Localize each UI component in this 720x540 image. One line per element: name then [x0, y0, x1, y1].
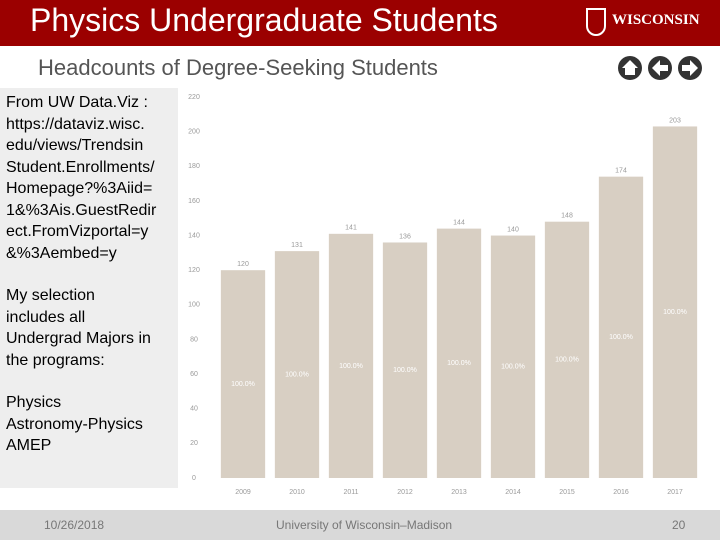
bar — [544, 221, 590, 478]
source-block: From UW Data.Viz : https://dataviz.wisc. e… — [6, 92, 178, 264]
percent-label: 100.0% — [663, 309, 687, 316]
logo: WISCONSIN — [588, 12, 700, 29]
crest — [586, 8, 606, 36]
selection-text: includes all — [6, 308, 86, 326]
x-tick-label: 2014 — [505, 489, 521, 496]
value-label: 140 — [507, 226, 519, 233]
bar — [274, 251, 320, 478]
value-label: 131 — [291, 242, 303, 249]
selection-text: Undergrad Majors in — [6, 330, 151, 347]
chart: 0 20 40 60 80 100 120 140 160 180 200 220 2009 120 100… — [188, 94, 698, 496]
program: Physics — [6, 394, 62, 411]
forward-button[interactable] — [678, 56, 702, 80]
y-tick-label: 80 — [190, 336, 198, 343]
source-url: Homepage?%3Aiid= — [6, 180, 153, 197]
x-tick-label: 2010 — [289, 489, 305, 496]
x-tick-label: 2016 — [613, 489, 629, 496]
page-number: 20 — [672, 518, 686, 532]
percent-label: 100.0% — [339, 363, 363, 370]
y-tick-label: 0 — [192, 475, 196, 482]
source-label: From UW Data.Viz : — [6, 94, 148, 111]
selection-block: My selection includes all Undergrad Majors… — [6, 285, 178, 371]
source-url: &%3Aembed=y — [6, 244, 117, 262]
bar — [328, 233, 374, 478]
percent-label: 100.0% — [447, 360, 471, 367]
value-label: 136 — [399, 233, 411, 240]
organization: University of Wisconsin–Madison — [276, 518, 453, 532]
footer: 10/26/2018 University of Wisconsin–Madis… — [0, 510, 720, 540]
bar — [220, 270, 266, 478]
source-url: ect.FromVizportal=y — [6, 223, 149, 240]
date: 10/26/2018 — [44, 518, 105, 532]
source-url: edu/views/Trendsin — [6, 137, 144, 154]
value-label: 144 — [453, 219, 465, 226]
percent-label: 100.0% — [393, 367, 417, 374]
title: Physics Undergraduate Students — [30, 2, 498, 38]
source-url: https://dataviz.wisc. — [6, 115, 145, 133]
y-tick-label: 120 — [188, 267, 200, 274]
y-tick-label: 20 — [190, 440, 198, 447]
source-url: Student.Enrollments/ — [6, 158, 155, 176]
subtitle: Headcounts of Degree-Seeking Students — [38, 55, 438, 80]
x-tick-label: 2015 — [559, 489, 575, 496]
percent-label: 100.0% — [231, 381, 255, 388]
y-tick-label: 100 — [188, 302, 200, 309]
source-url: 1&%3Ais.GuestRedir — [6, 201, 157, 219]
value-label: 148 — [561, 213, 573, 220]
percent-label: 100.0% — [609, 334, 633, 341]
bar — [490, 235, 536, 478]
back-button[interactable] — [648, 56, 672, 80]
logo-text: WISCONSIN — [612, 12, 700, 28]
program: Astronomy-Physics — [6, 415, 143, 433]
x-tick-label: 2009 — [235, 489, 251, 496]
percent-label: 100.0% — [285, 371, 309, 378]
nav-icons — [618, 56, 702, 80]
value-label: 141 — [345, 225, 357, 232]
bar — [436, 228, 482, 478]
percent-label: 100.0% — [501, 364, 525, 371]
x-tick-label: 2013 — [451, 489, 467, 496]
value-label: 120 — [237, 261, 249, 268]
bar — [652, 126, 698, 478]
title-bar: Physics Undergraduate Students WISCONSIN — [0, 0, 720, 46]
value-label: 174 — [615, 168, 627, 175]
program: AMEP — [6, 437, 52, 454]
y-tick-label: 40 — [190, 406, 198, 413]
y-tick-label: 160 — [188, 198, 200, 205]
percent-label: 100.0% — [555, 357, 579, 364]
selection-text: My selection — [6, 287, 95, 304]
x-tick-label: 2012 — [397, 489, 413, 496]
value-label: 203 — [669, 117, 681, 124]
programs-block: Physics Astronomy-Physics AMEP — [6, 392, 178, 457]
sidebar: From UW Data.Viz : https://dataviz.wisc. e… — [0, 88, 178, 488]
y-tick-label: 200 — [188, 128, 200, 135]
y-tick-label: 60 — [190, 371, 198, 378]
home-button[interactable] — [618, 56, 642, 80]
y-tick-label: 180 — [188, 163, 200, 170]
y-tick-label: 220 — [188, 94, 200, 101]
selection-text: the programs: — [6, 351, 105, 369]
y-tick-label: 140 — [188, 232, 200, 239]
x-tick-label: 2011 — [343, 489, 358, 496]
x-tick-label: 2017 — [667, 489, 683, 496]
bar — [382, 242, 428, 478]
bar — [598, 176, 644, 478]
